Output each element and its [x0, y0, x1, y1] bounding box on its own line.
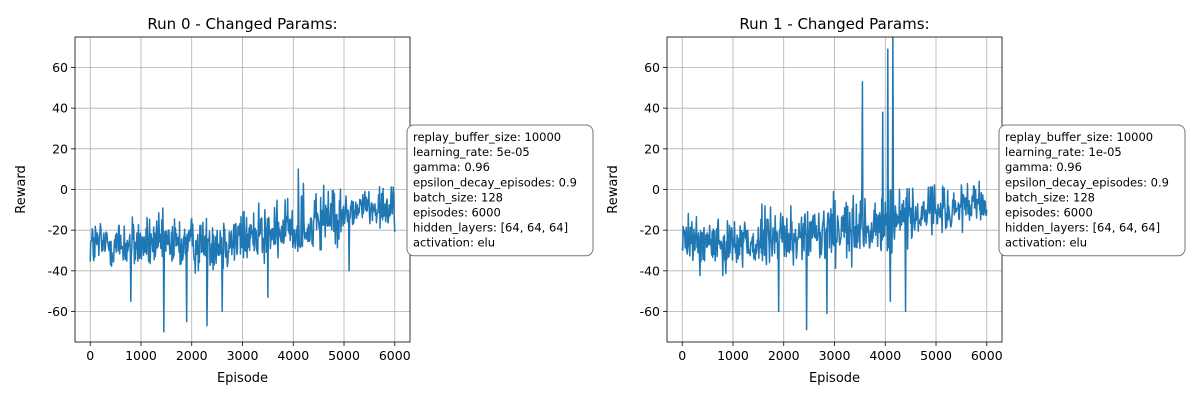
x-tick-label: 0: [678, 348, 686, 363]
y-tick-label: -20: [48, 223, 68, 238]
y-tick-label: 40: [52, 101, 68, 116]
x-tick-label: 1000: [717, 348, 749, 363]
x-axis-label: Episode: [809, 371, 860, 386]
params-annotation-line: episodes: 6000: [1005, 206, 1093, 220]
params-annotation-line: epsilon_decay_episodes: 0.9: [413, 175, 577, 189]
params-annotation-line: gamma: 0.96: [413, 160, 490, 174]
y-tick-label: -20: [640, 223, 660, 238]
params-annotation-line: epsilon_decay_episodes: 0.9: [1005, 175, 1169, 189]
series-line: [681, 37, 988, 331]
params-annotation-line: episodes: 6000: [413, 206, 501, 220]
x-tick-label: 2000: [176, 348, 208, 363]
y-tick-label: -40: [640, 263, 660, 278]
params-annotation-line: learning_rate: 5e-05: [413, 145, 530, 159]
series-line: [89, 168, 396, 333]
x-tick-label: 6000: [971, 348, 1003, 363]
x-tick-label: 3000: [227, 348, 259, 363]
y-tick-label: 60: [52, 60, 68, 75]
x-tick-label: 6000: [379, 348, 411, 363]
x-tick-label: 1000: [125, 348, 157, 363]
y-tick-label: 20: [52, 141, 68, 156]
y-tick-label: -40: [48, 263, 68, 278]
y-tick-label: 0: [60, 182, 68, 197]
x-tick-label: 0: [86, 348, 94, 363]
x-tick-label: 2000: [768, 348, 800, 363]
y-axis-label: Reward: [14, 165, 29, 213]
params-annotation-line: hidden_layers: [64, 64, 64]: [1005, 221, 1160, 235]
params-annotation-line: replay_buffer_size: 10000: [413, 130, 561, 144]
params-annotation-line: activation: elu: [1005, 236, 1087, 250]
x-axis-label: Episode: [217, 371, 268, 386]
params-annotation-line: replay_buffer_size: 10000: [1005, 130, 1153, 144]
y-tick-label: -60: [48, 304, 68, 319]
y-tick-label: 60: [644, 60, 660, 75]
params-annotation-line: activation: elu: [413, 236, 495, 250]
chart-1: 0 1000 2000 3000 4000 5000 6000 -60 -40 -20 0 20 40 6…: [606, 15, 1186, 386]
y-tick-label: 0: [652, 182, 660, 197]
y-axis-label: Reward: [606, 165, 621, 213]
chart-title: Run 1 - Changed Params:: [739, 15, 929, 33]
y-tick-label: 20: [644, 141, 660, 156]
params-annotation-line: gamma: 0.96: [1005, 160, 1082, 174]
params-annotation-box: [406, 124, 594, 257]
x-tick-label: 5000: [920, 348, 952, 363]
x-tick-label: 4000: [869, 348, 901, 363]
params-annotation-line: batch_size: 128: [413, 190, 503, 204]
x-tick-label: 5000: [328, 348, 360, 363]
params-annotation-box: [998, 124, 1186, 257]
params-annotation-line: hidden_layers: [64, 64, 64]: [413, 221, 568, 235]
x-tick-label: 3000: [819, 348, 851, 363]
params-annotation-line: batch_size: 128: [1005, 190, 1095, 204]
y-tick-label: 40: [644, 101, 660, 116]
x-tick-label: 4000: [277, 348, 309, 363]
y-tick-label: -60: [640, 304, 660, 319]
chart-0: 0 1000 2000 3000 4000 5000 6000 -60 -40 -20 0 20 40 6…: [14, 15, 594, 386]
params-annotation-line: learning_rate: 1e-05: [1005, 145, 1122, 159]
chart-title: Run 0 - Changed Params:: [147, 15, 337, 33]
